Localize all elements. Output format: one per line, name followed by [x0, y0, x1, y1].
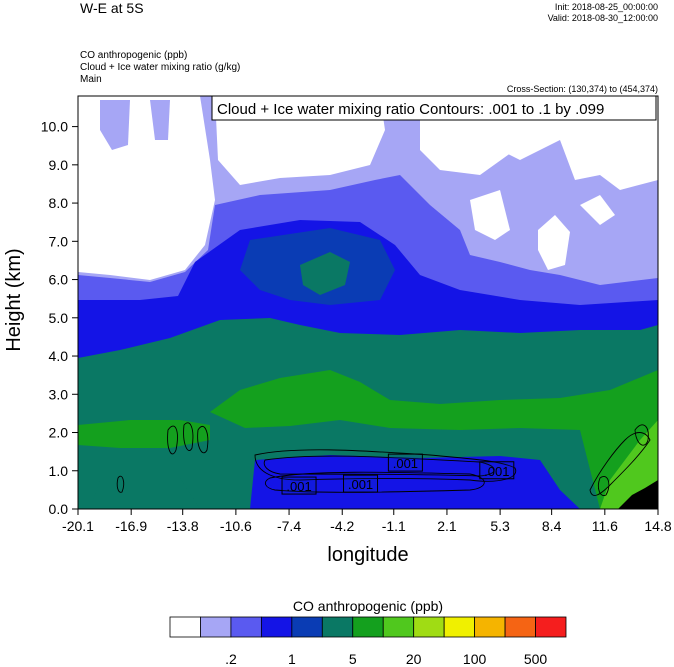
- x-axis-label: longitude: [327, 544, 408, 566]
- contour-label-box: [281, 476, 317, 495]
- x-tick-label: -16.9: [115, 518, 147, 534]
- contour-title: Cloud + Ice water mixing ratio Contours:…: [217, 101, 604, 118]
- contour-label-box: [479, 461, 515, 480]
- colorbar-swatch: [535, 616, 567, 638]
- colorbar-label: 500: [524, 651, 548, 667]
- valid-time: Valid: 2018-08-30_12:00:00: [547, 13, 658, 23]
- contour-label: .001: [484, 464, 509, 479]
- y-tick-label: 6.0: [49, 272, 69, 288]
- field-name-cloud: Cloud + Ice water mixing ratio (g/kg): [80, 62, 241, 73]
- filled-field: [78, 96, 658, 509]
- colorbar: .2 1 5 20 100 500: [169, 616, 567, 667]
- x-tick-label: -13.8: [167, 518, 199, 534]
- colorbar-swatch: [352, 616, 384, 638]
- contour-label-box: [387, 453, 423, 472]
- colorbar-label: 100: [463, 651, 487, 667]
- y-axis-ticks: 0.0 1.0 2.0 3.0 4.0 5.0 6.0 7.0 8.0 9.0 10.0: [41, 119, 78, 517]
- x-tick-label: 14.8: [644, 518, 671, 534]
- contour-title-box: [211, 95, 657, 121]
- x-axis-ticks: -20.1 -16.9 -13.8 -10.6 -7.4 -4.2 -1.1 2.1 5.3 8.…: [62, 509, 672, 534]
- colorbar-swatch: [321, 616, 354, 638]
- colorbar-label: .2: [225, 651, 237, 667]
- colorbar-swatch: [413, 616, 445, 638]
- colorbar-label: 5: [349, 651, 357, 667]
- colorbar-swatch: [504, 616, 536, 638]
- y-tick-label: 5.0: [49, 310, 69, 326]
- colorbar-swatch: [474, 616, 506, 638]
- cross-section-label: Cross-Section: (130,374) to (454,374): [506, 84, 658, 94]
- y-tick-label: 3.0: [49, 386, 69, 402]
- x-tick-label: -1.1: [382, 518, 406, 534]
- x-tick-label: 2.1: [437, 518, 457, 534]
- y-tick-label: 7.0: [49, 233, 69, 249]
- y-axis-label: Height (km): [3, 248, 25, 351]
- colorbar-swatch: [200, 616, 232, 638]
- x-tick-label: 11.6: [592, 518, 618, 534]
- x-tick-label: 8.4: [542, 518, 562, 534]
- colorbar-swatch: [260, 616, 293, 638]
- x-tick-label: -7.4: [277, 518, 301, 534]
- x-tick-label: 5.3: [490, 518, 510, 534]
- chart-title: W-E at 5S: [80, 0, 144, 16]
- colorbar-label: 1: [288, 651, 296, 667]
- y-tick-label: 10.0: [41, 119, 68, 135]
- y-tick-label: 8.0: [49, 195, 69, 211]
- y-tick-label: 1.0: [49, 463, 69, 479]
- contour-label-box: [343, 474, 379, 493]
- colorbar-swatch: [382, 616, 415, 638]
- colorbar-swatch: [291, 616, 323, 638]
- colorbar-swatch: [230, 616, 262, 638]
- contour-label: .001: [348, 477, 373, 492]
- x-tick-label: -20.1: [62, 518, 94, 534]
- x-tick-label: -4.2: [330, 518, 354, 534]
- y-tick-label: 0.0: [49, 501, 69, 517]
- x-tick-label: -10.6: [220, 518, 252, 534]
- contour-label: .001: [286, 479, 311, 494]
- y-tick-label: 2.0: [49, 425, 69, 441]
- colorbar-swatch: [443, 616, 476, 638]
- contour-label: .001: [393, 456, 418, 471]
- contour-labels: .001 .001 .001 .001: [281, 453, 515, 495]
- y-tick-label: 9.0: [49, 157, 69, 173]
- colorbar-title: CO anthropogenic (ppb): [293, 598, 443, 614]
- y-tick-label: 4.0: [49, 348, 69, 364]
- field-name-co: CO anthropogenic (ppb): [80, 50, 188, 61]
- colorbar-swatch: [169, 616, 201, 638]
- init-time: Init: 2018-08-25_00:00:00: [554, 2, 658, 12]
- colorbar-label: 20: [406, 651, 422, 667]
- field-name-main: Main: [80, 74, 102, 85]
